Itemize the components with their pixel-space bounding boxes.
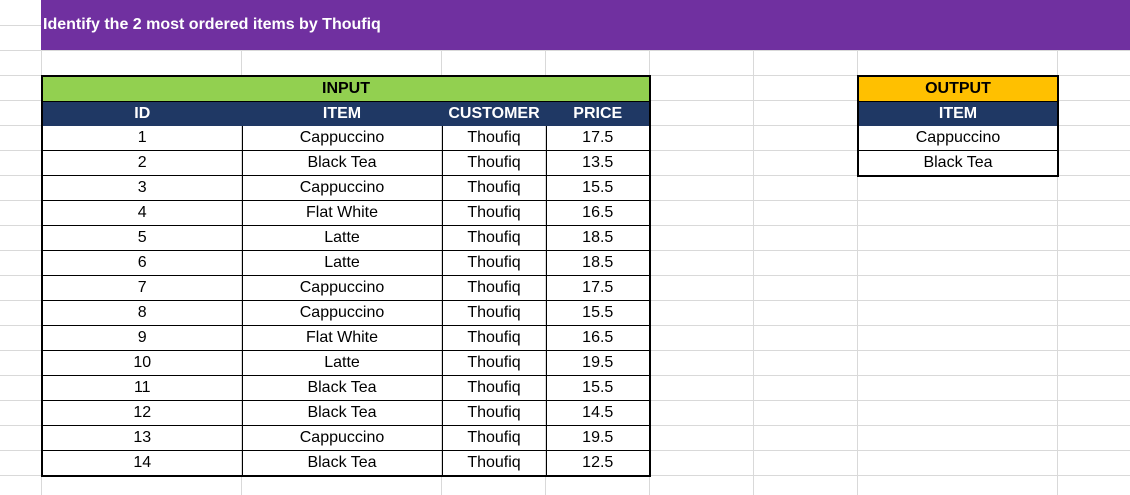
cell-item[interactable]: Black Tea — [241, 450, 442, 477]
cell-customer[interactable]: Thoufiq — [441, 175, 546, 201]
cell-item[interactable]: Cappuccino — [241, 300, 442, 326]
cell-id[interactable]: 4 — [42, 200, 242, 226]
cell-price[interactable]: 15.5 — [545, 300, 650, 326]
cell-item[interactable]: Black Tea — [241, 400, 442, 426]
cell-customer[interactable]: Thoufiq — [441, 375, 546, 401]
cell-id[interactable]: 9 — [42, 325, 242, 351]
cell-price[interactable]: 16.5 — [545, 325, 650, 351]
cell-price[interactable]: 17.5 — [545, 126, 650, 151]
output-cell-item[interactable]: Cappuccino — [858, 126, 1058, 151]
cell-id[interactable]: 11 — [42, 375, 242, 401]
table-row: 9 Flat White Thoufiq 16.5 — [42, 325, 650, 351]
cell-item[interactable]: Cappuccino — [241, 175, 442, 201]
cell-id[interactable]: 3 — [42, 175, 242, 201]
cell-item[interactable]: Cappuccino — [241, 425, 442, 451]
table-row: 11 Black Tea Thoufiq 15.5 — [42, 375, 650, 401]
cell-item[interactable]: Cappuccino — [241, 275, 442, 301]
cell-price[interactable]: 14.5 — [545, 400, 650, 426]
cell-customer[interactable]: Thoufiq — [441, 200, 546, 226]
header-price[interactable]: PRICE — [545, 101, 650, 126]
table-row: Black Tea — [858, 150, 1058, 177]
cell-price[interactable]: 16.5 — [545, 200, 650, 226]
cell-customer[interactable]: Thoufiq — [441, 126, 546, 151]
cell-customer[interactable]: Thoufiq — [441, 400, 546, 426]
cell-item[interactable]: Latte — [241, 225, 442, 251]
cell-price[interactable]: 13.5 — [545, 150, 650, 176]
input-banner[interactable]: INPUT — [42, 76, 650, 102]
cell-item[interactable]: Latte — [241, 250, 442, 276]
table-row: 7 Cappuccino Thoufiq 17.5 — [42, 275, 650, 301]
table-row: 13 Cappuccino Thoufiq 19.5 — [42, 425, 650, 451]
table-row: 14 Black Tea Thoufiq 12.5 — [42, 450, 650, 477]
cell-item[interactable]: Cappuccino — [241, 126, 442, 151]
cell-item[interactable]: Latte — [241, 350, 442, 376]
cell-price[interactable]: 18.5 — [545, 225, 650, 251]
table-row: Cappuccino — [858, 126, 1058, 151]
cell-id[interactable]: 14 — [42, 450, 242, 477]
cell-item[interactable]: Black Tea — [241, 375, 442, 401]
cell-customer[interactable]: Thoufiq — [441, 225, 546, 251]
cell-id[interactable]: 5 — [42, 225, 242, 251]
cell-customer[interactable]: Thoufiq — [441, 425, 546, 451]
cell-id[interactable]: 8 — [42, 300, 242, 326]
cell-item[interactable]: Black Tea — [241, 150, 442, 176]
cell-customer[interactable]: Thoufiq — [441, 275, 546, 301]
table-row: 5 Latte Thoufiq 18.5 — [42, 225, 650, 251]
cell-price[interactable]: 17.5 — [545, 275, 650, 301]
output-header-item[interactable]: ITEM — [858, 101, 1058, 126]
cell-price[interactable]: 15.5 — [545, 175, 650, 201]
table-row: 6 Latte Thoufiq 18.5 — [42, 250, 650, 276]
output-table: OUTPUT ITEM Cappuccino Black Tea — [857, 75, 1059, 177]
cell-price[interactable]: 15.5 — [545, 375, 650, 401]
cell-id[interactable]: 2 — [42, 150, 242, 176]
table-row: 8 Cappuccino Thoufiq 15.5 — [42, 300, 650, 326]
cell-item[interactable]: Flat White — [241, 200, 442, 226]
cell-price[interactable]: 19.5 — [545, 425, 650, 451]
table-row: 2 Black Tea Thoufiq 13.5 — [42, 150, 650, 176]
table-row: 3 Cappuccino Thoufiq 15.5 — [42, 175, 650, 201]
cell-customer[interactable]: Thoufiq — [441, 325, 546, 351]
cell-price[interactable]: 12.5 — [545, 450, 650, 477]
cell-id[interactable]: 13 — [42, 425, 242, 451]
header-customer[interactable]: CUSTOMER — [441, 101, 546, 126]
cell-customer[interactable]: Thoufiq — [441, 300, 546, 326]
cell-id[interactable]: 1 — [42, 126, 242, 151]
table-row: 12 Black Tea Thoufiq 14.5 — [42, 400, 650, 426]
table-row: 4 Flat White Thoufiq 16.5 — [42, 200, 650, 226]
cell-id[interactable]: 6 — [42, 250, 242, 276]
header-id[interactable]: ID — [41, 101, 242, 126]
cell-id[interactable]: 10 — [42, 350, 242, 376]
output-cell-item[interactable]: Black Tea — [858, 150, 1058, 177]
output-banner[interactable]: OUTPUT — [858, 76, 1058, 102]
table-row: 1 Cappuccino Thoufiq 17.5 — [42, 126, 650, 151]
cell-price[interactable]: 19.5 — [545, 350, 650, 376]
page-title[interactable]: Identify the 2 most ordered items by Tho… — [41, 0, 1130, 50]
header-item[interactable]: ITEM — [241, 101, 442, 126]
cell-customer[interactable]: Thoufiq — [441, 250, 546, 276]
table-row: 10 Latte Thoufiq 19.5 — [42, 350, 650, 376]
cell-customer[interactable]: Thoufiq — [441, 350, 546, 376]
cell-item[interactable]: Flat White — [241, 325, 442, 351]
cell-price[interactable]: 18.5 — [545, 250, 650, 276]
cell-id[interactable]: 12 — [42, 400, 242, 426]
cell-id[interactable]: 7 — [42, 275, 242, 301]
input-table: INPUT ID ITEM CUSTOMER PRICE 1 Cappuccino… — [41, 75, 651, 477]
cell-customer[interactable]: Thoufiq — [441, 450, 546, 477]
cell-customer[interactable]: Thoufiq — [441, 150, 546, 176]
